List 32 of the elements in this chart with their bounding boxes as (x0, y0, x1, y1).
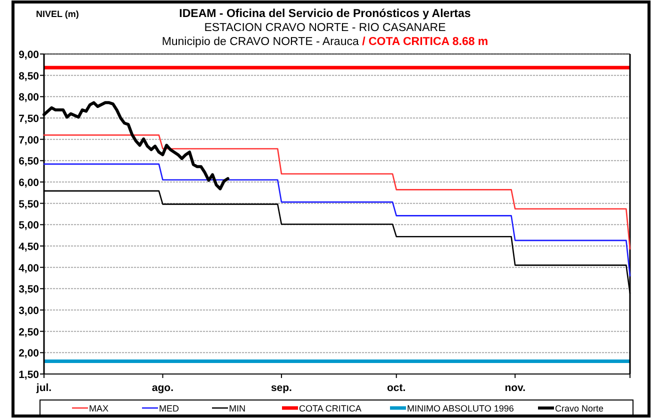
legend-label: Cravo Norte (555, 404, 604, 414)
x-tick-label: sep. (270, 382, 292, 394)
y-axis-title: NIVEL (m) (36, 9, 79, 19)
legend-label: MAX (89, 404, 109, 414)
y-tick-label: 5,50 (18, 198, 40, 210)
y-tick-label: 8,00 (18, 92, 40, 104)
y-tick-label: 2,00 (18, 348, 40, 360)
legend-label: MINIMO ABSOLUTO 1996 (407, 404, 514, 414)
x-tick-label: nov. (504, 382, 526, 394)
chart-subtitle: ESTACION CRAVO NORTE - RIO CASANARE Municipio de CRAVO NORTE - Arauca / COTA CRITICA 8.68 m (162, 22, 488, 48)
y-tick-label: 7,00 (18, 134, 40, 146)
legend-label: COTA CRITICA (299, 404, 362, 414)
y-tick-label: 2,50 (18, 326, 40, 338)
y-tick-label: 7,50 (18, 113, 40, 125)
legend-label: MIN (229, 404, 246, 414)
y-tick-label: 3,00 (18, 305, 40, 317)
y-tick-label: 4,00 (18, 262, 40, 274)
legend-label: MED (159, 404, 180, 414)
chart-title: IDEAM - Oficina del Servicio de Pronósticos y Alertas (179, 8, 471, 20)
x-tick-label: jul. (35, 382, 52, 394)
line-series (43, 163, 631, 277)
y-tick-label: 6,00 (18, 177, 40, 189)
y-tick-label: 3,50 (18, 284, 40, 296)
y-tick-label: 4,50 (18, 241, 40, 253)
x-tick-label: ago. (152, 382, 174, 394)
line-series (43, 134, 631, 250)
y-tick-label: 1,50 (18, 369, 40, 381)
y-tick-label: 9,00 (18, 49, 40, 61)
y-tick-label: 8,50 (18, 70, 40, 82)
x-tick-label: oct. (387, 382, 406, 394)
y-tick-label: 6,50 (18, 156, 40, 168)
y-tick-label: 5,00 (18, 220, 40, 232)
